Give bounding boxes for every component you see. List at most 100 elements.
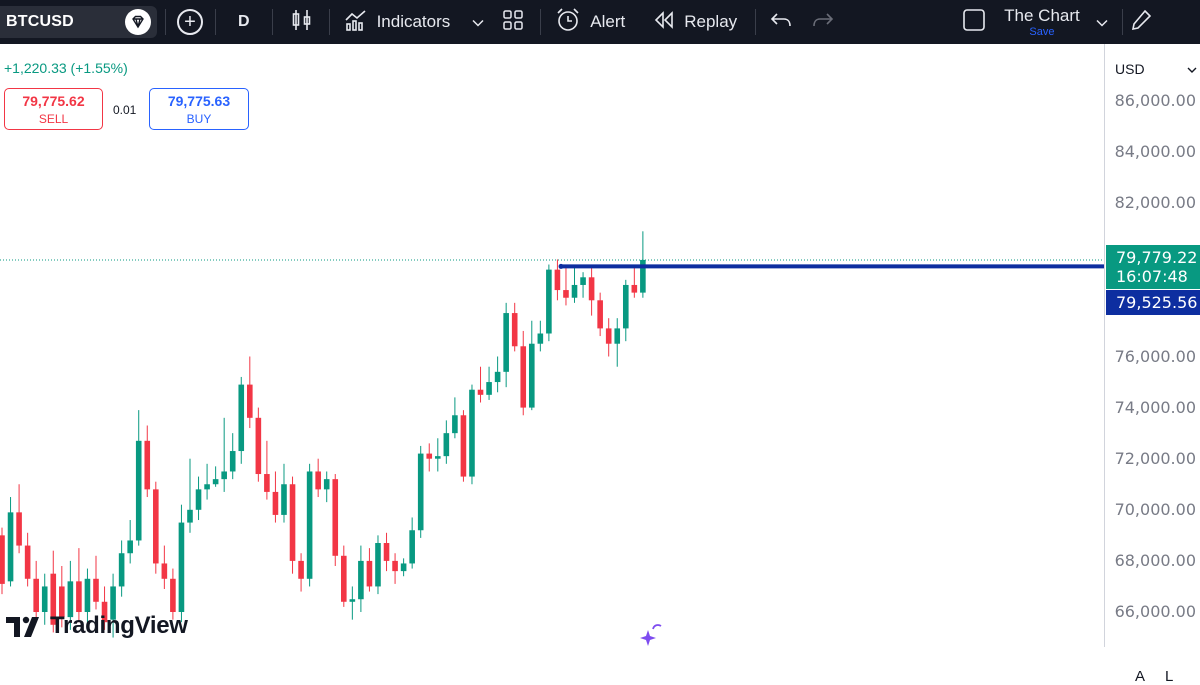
sell-price: 79,775.62 xyxy=(22,92,85,109)
price-scale[interactable]: USD 86,000.00 84,000.00 82,000.00 76,000.00… xyxy=(1104,44,1200,685)
toolbar-divider xyxy=(755,9,757,35)
candle-body xyxy=(434,456,441,459)
price-tick-label: 74,000.00 xyxy=(1114,397,1196,417)
square-icon xyxy=(962,8,986,37)
grid-icon xyxy=(502,9,524,36)
candle-body xyxy=(229,451,236,472)
candle-body xyxy=(178,522,185,612)
candle-body xyxy=(349,599,356,602)
buy-price: 79,775.63 xyxy=(167,92,231,109)
alarm-clock-icon xyxy=(555,7,581,38)
candle-body xyxy=(426,453,433,459)
candle-body xyxy=(580,277,586,285)
chart-type-button[interactable] xyxy=(291,0,313,44)
candle-body xyxy=(622,284,629,329)
log-scale-button[interactable]: L xyxy=(1165,668,1174,685)
candle-body xyxy=(409,530,415,564)
fullscreen-toggle[interactable] xyxy=(962,0,986,44)
candle-body xyxy=(67,581,74,618)
indicators-button[interactable]: Indicators xyxy=(344,0,451,44)
candle-body xyxy=(76,581,82,612)
candle-body xyxy=(546,269,552,334)
toolbar-divider xyxy=(165,9,166,35)
candle-body xyxy=(640,259,646,293)
spread-value: 0.01 xyxy=(113,103,137,117)
candle-body xyxy=(127,540,133,554)
diamond-icon[interactable] xyxy=(125,9,151,35)
currency-select[interactable]: USD xyxy=(1115,61,1197,77)
candle-body xyxy=(41,586,48,612)
chevron-down-icon xyxy=(1187,61,1197,77)
candle-body xyxy=(477,389,484,395)
candle-body xyxy=(375,543,381,587)
toolbar-divider xyxy=(215,9,216,35)
candle-body xyxy=(110,586,116,620)
candle-body xyxy=(93,578,99,602)
redo-button[interactable] xyxy=(812,0,834,44)
chart-layout-name[interactable]: The Chart Save xyxy=(1004,0,1080,44)
drawing-tool-button[interactable] xyxy=(1131,0,1151,44)
price-tick-label: 82,000.00 xyxy=(1114,193,1196,213)
chart-menu-dropdown[interactable] xyxy=(1096,0,1108,44)
candle-body xyxy=(101,601,108,623)
replay-label: Replay xyxy=(684,12,738,31)
candle-body xyxy=(358,560,364,600)
price-tick-label: 66,000.00 xyxy=(1114,602,1196,621)
candle-body xyxy=(272,491,279,515)
toolbar-divider xyxy=(540,9,542,35)
candle-body xyxy=(7,512,14,582)
alert-label: Alert xyxy=(590,12,626,31)
templates-dropdown[interactable] xyxy=(472,0,484,44)
undo-button[interactable] xyxy=(770,0,792,44)
horizontal-line-anchor xyxy=(558,263,564,269)
compare-button[interactable]: + xyxy=(177,0,203,44)
candle-body xyxy=(554,269,561,291)
candle-body xyxy=(33,578,39,612)
candle-body xyxy=(238,384,245,452)
interval-button[interactable]: D xyxy=(238,13,250,30)
tradingview-logo[interactable]: TradingView xyxy=(6,612,188,640)
candle-body xyxy=(631,284,638,293)
candle-body xyxy=(341,555,347,602)
auto-scale-button[interactable]: A xyxy=(1135,668,1146,685)
sparkle-icon[interactable] xyxy=(638,622,664,653)
candle-body xyxy=(417,453,424,531)
top-toolbar: BTCUSD + D Indicators Alert xyxy=(0,0,1200,44)
alert-button[interactable]: Alert xyxy=(555,0,625,44)
candle-body xyxy=(195,489,202,510)
bar-countdown: 16:07:48 xyxy=(1116,266,1188,286)
symbol-name: BTCUSD xyxy=(6,13,74,30)
price-tick-label: 72,000.00 xyxy=(1114,448,1196,468)
candle-body xyxy=(605,328,612,344)
symbol-search[interactable]: BTCUSD xyxy=(0,6,157,38)
candle-body xyxy=(460,415,467,477)
horizontal-line-price-tag: 79,525.56 xyxy=(1106,290,1200,316)
layout-button[interactable] xyxy=(502,0,524,44)
pencil-icon xyxy=(1131,9,1151,36)
price-tick-label: 70,000.00 xyxy=(1114,499,1196,519)
toolbar-divider xyxy=(271,9,273,35)
candle-body xyxy=(511,313,518,347)
candle-body xyxy=(59,586,65,618)
candle-body xyxy=(469,389,475,477)
candlestick-chart[interactable] xyxy=(0,44,1104,647)
sell-label: SELL xyxy=(38,111,69,126)
save-link[interactable]: Save xyxy=(1029,25,1055,38)
replay-button[interactable]: Replay xyxy=(653,0,737,44)
indicators-icon xyxy=(344,9,368,36)
candle-body xyxy=(614,328,621,344)
candle-body xyxy=(597,300,603,329)
candle-body xyxy=(443,433,450,457)
candle-body xyxy=(494,371,501,383)
candle-body xyxy=(135,440,142,541)
candle-body xyxy=(281,484,287,515)
redo-icon xyxy=(812,12,834,33)
candle-body xyxy=(315,471,321,490)
candle-body xyxy=(400,563,407,572)
sell-button[interactable]: 79,775.62 SELL xyxy=(4,88,103,130)
candle-body xyxy=(452,415,458,434)
indicators-label: Indicators xyxy=(376,12,451,31)
chart-pane[interactable] xyxy=(0,44,1104,647)
last-price: 79,779.22 xyxy=(1116,247,1198,267)
buy-button[interactable]: 79,775.63 BUY xyxy=(149,88,249,130)
